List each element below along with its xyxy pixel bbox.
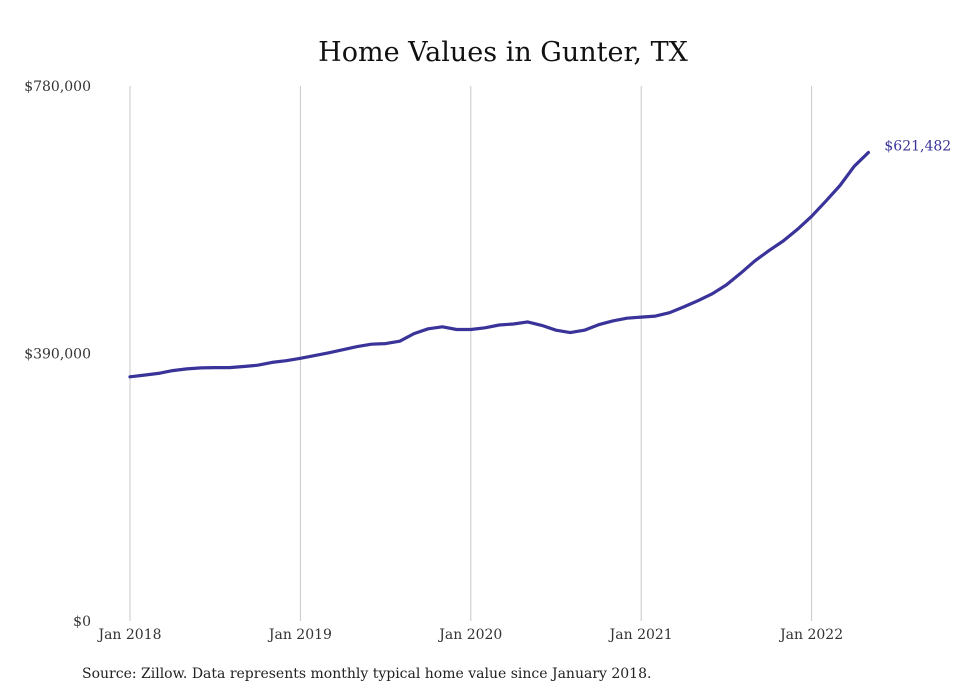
home-value-series-line bbox=[128, 150, 870, 379]
data-point bbox=[526, 320, 529, 323]
data-point bbox=[455, 328, 458, 331]
data-point bbox=[171, 369, 174, 372]
data-point bbox=[554, 329, 557, 332]
data-points bbox=[128, 151, 870, 379]
x-tick-label: Jan 2020 bbox=[437, 627, 502, 643]
data-point bbox=[796, 228, 799, 231]
data-point bbox=[512, 322, 515, 325]
x-tick-label: Jan 2022 bbox=[778, 627, 843, 643]
data-point bbox=[824, 200, 827, 203]
end-value-label: $621,482 bbox=[884, 139, 951, 155]
x-tick-label: Jan 2021 bbox=[608, 627, 673, 643]
source-note: Source: Zillow. Data represents monthly … bbox=[82, 666, 652, 682]
data-point bbox=[682, 305, 685, 308]
data-point bbox=[228, 366, 231, 369]
data-point bbox=[299, 357, 302, 360]
x-axis-ticks: Jan 2018 Jan 2019 Jan 2020 Jan 2021 Jan 2022 bbox=[96, 627, 843, 643]
data-point bbox=[370, 343, 373, 346]
data-point bbox=[867, 151, 870, 154]
data-point bbox=[583, 329, 586, 332]
data-point bbox=[696, 299, 699, 302]
data-point bbox=[611, 319, 614, 322]
data-point bbox=[782, 239, 785, 242]
x-tick-label: Jan 2019 bbox=[267, 627, 332, 643]
data-point bbox=[469, 328, 472, 331]
data-point bbox=[285, 359, 288, 362]
data-point bbox=[157, 372, 160, 375]
data-point bbox=[739, 272, 742, 275]
data-point bbox=[199, 366, 202, 369]
y-tick-label: $0 bbox=[73, 614, 91, 630]
data-point bbox=[441, 325, 444, 328]
data-point bbox=[242, 365, 245, 368]
data-point bbox=[838, 184, 841, 187]
data-point bbox=[725, 283, 728, 286]
data-point bbox=[356, 345, 359, 348]
x-tick-label: Jan 2018 bbox=[96, 627, 161, 643]
data-point bbox=[427, 327, 430, 330]
data-point bbox=[313, 354, 316, 357]
data-point bbox=[711, 292, 714, 295]
y-axis-ticks: $0 $390,000 $780,000 bbox=[24, 79, 91, 630]
data-point bbox=[498, 323, 501, 326]
data-point bbox=[569, 331, 572, 334]
data-point bbox=[214, 366, 217, 369]
data-point bbox=[327, 351, 330, 354]
data-point bbox=[256, 364, 259, 367]
data-point bbox=[143, 374, 146, 377]
data-point bbox=[810, 215, 813, 218]
data-point bbox=[853, 165, 856, 168]
data-point bbox=[483, 326, 486, 329]
data-point bbox=[640, 316, 643, 319]
data-point bbox=[654, 315, 657, 318]
data-point bbox=[668, 311, 671, 314]
y-tick-label: $780,000 bbox=[24, 79, 91, 95]
data-point bbox=[270, 361, 273, 364]
data-point bbox=[540, 324, 543, 327]
data-point bbox=[341, 348, 344, 351]
data-point bbox=[128, 375, 131, 378]
data-point bbox=[753, 259, 756, 262]
y-tick-label: $390,000 bbox=[24, 347, 91, 363]
data-point bbox=[767, 249, 770, 252]
data-point bbox=[384, 342, 387, 345]
gridlines bbox=[129, 86, 813, 621]
data-point bbox=[185, 367, 188, 370]
data-point bbox=[412, 332, 415, 335]
data-point bbox=[398, 340, 401, 343]
chart-title: Home Values in Gunter, TX bbox=[318, 37, 688, 68]
data-point bbox=[625, 317, 628, 320]
data-point bbox=[597, 323, 600, 326]
